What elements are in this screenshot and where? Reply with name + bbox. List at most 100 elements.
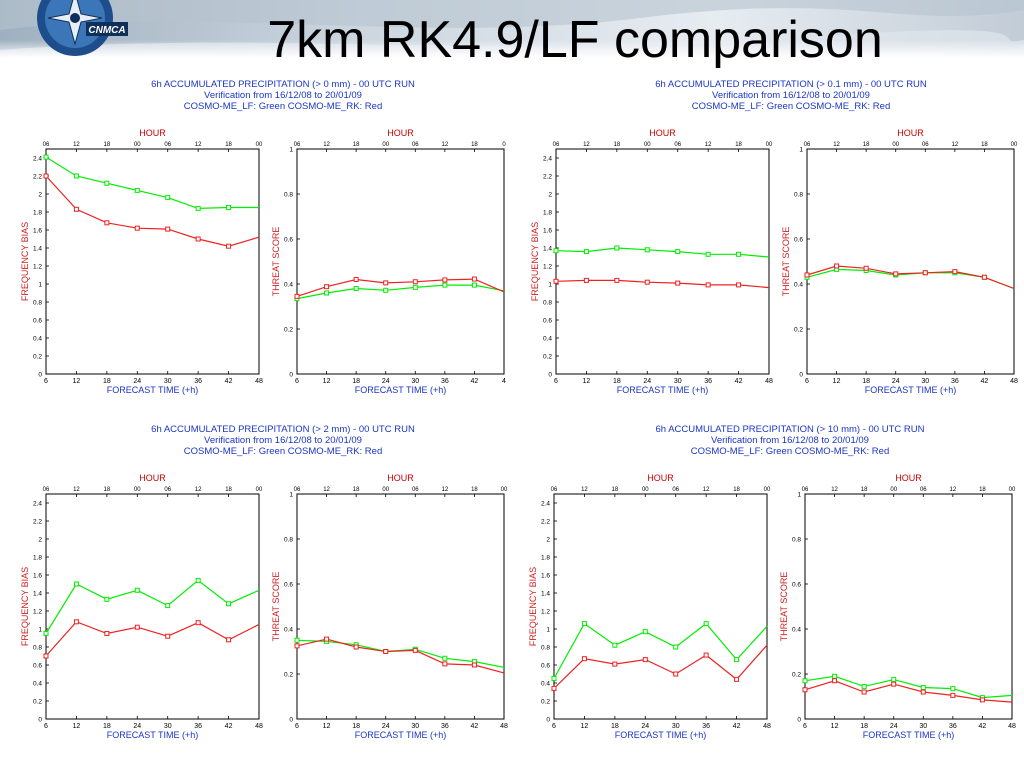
y-tick-label: 1.2 [543, 264, 552, 271]
x-tick-label: 36 [441, 378, 449, 385]
top-tick-label: 18 [612, 487, 619, 493]
data-point-rk [226, 243, 232, 249]
y-tick-label: 1.2 [33, 609, 42, 616]
top-tick-label: 18 [225, 487, 232, 493]
y-axis-label: THREAT SCORE [271, 572, 281, 642]
x-tick-label: 36 [194, 378, 202, 385]
y-tick-label: 2.2 [541, 519, 550, 526]
data-point-rk [703, 652, 709, 658]
y-tick-label: 0.6 [284, 237, 293, 244]
top-tick-label: 00 [134, 142, 141, 148]
x-tick-label: 18 [103, 723, 111, 730]
data-point-lf [442, 655, 448, 661]
x-tick-label: 6 [44, 723, 48, 730]
data-point-lf [442, 282, 448, 288]
data-point-rk [834, 263, 840, 269]
data-point-rk [226, 637, 232, 643]
panel-4: 6h ACCUMULATED PRECIPITATION (> 10 mm) -… [528, 424, 1016, 740]
data-point-lf [920, 685, 926, 690]
top-tick-label: 00 [766, 142, 773, 148]
x-tick-label: 48 [255, 723, 263, 730]
top-tick-label: 06 [43, 142, 50, 148]
series-line-lf [804, 675, 1013, 699]
y-tick-label: 0.6 [794, 237, 803, 244]
series-line-rk [45, 175, 260, 247]
y-tick-label: 0.2 [794, 327, 803, 334]
y-tick-label: 0.2 [284, 672, 293, 679]
top-tick-label: 12 [323, 142, 330, 148]
data-point-lf [165, 195, 171, 201]
top-tick-label: 18 [104, 487, 111, 493]
x-tick-label: 42 [981, 378, 989, 385]
data-point-lf [226, 205, 232, 210]
y-tick-label: 1.8 [543, 210, 552, 217]
y-tick-label: 0.2 [33, 354, 42, 361]
data-point-rk [891, 681, 897, 687]
hour-label: HOUR [895, 473, 922, 483]
data-point-lf [134, 587, 140, 593]
data-point-rk [614, 277, 620, 283]
y-tick-label: 1.4 [543, 246, 552, 253]
y-tick-label: 1.6 [541, 573, 550, 580]
y-tick-label: 0.8 [284, 192, 293, 199]
top-tick-label: 00 [764, 487, 771, 493]
data-point-lf [104, 180, 110, 186]
top-tick-label: 06 [551, 487, 558, 493]
data-point-rk [324, 636, 330, 642]
y-tick-label: 1 [797, 492, 801, 499]
panel-header-line2: Verification from 16/12/08 to 20/01/09 [204, 435, 362, 446]
panel-header-line1: 6h ACCUMULATED PRECIPITATION (> 0.1 mm) … [655, 79, 927, 90]
data-point-lf [736, 251, 742, 257]
y-axis-label: FREQUENCY BIAS [20, 222, 30, 301]
y-tick-label: 1.2 [541, 609, 550, 616]
top-tick-label: 12 [195, 142, 202, 148]
top-tick-label: 00 [382, 142, 389, 148]
data-point-rk [583, 277, 589, 283]
y-tick-label: 0.8 [284, 537, 293, 544]
y-tick-label: 1.6 [33, 573, 42, 580]
top-tick-label: 06 [164, 142, 171, 148]
top-tick-label: 00 [134, 487, 141, 493]
top-tick-label: 18 [471, 142, 478, 148]
y-tick-label: 0.6 [543, 318, 552, 325]
data-point-rk [642, 657, 648, 663]
y-tick-label: 0.4 [794, 282, 803, 289]
x-tick-label: 24 [890, 723, 898, 730]
y-tick-label: 2.2 [33, 519, 42, 526]
panel-header-line1: 6h ACCUMULATED PRECIPITATION (> 2 mm) - … [151, 424, 415, 435]
x-tick-label: 12 [583, 378, 591, 385]
data-point-lf [412, 284, 418, 290]
x-tick-label: 42 [225, 378, 233, 385]
top-tick-label: 12 [442, 487, 449, 493]
y-tick-label: 0.6 [541, 663, 550, 670]
hour-label: HOUR [649, 128, 676, 138]
x-axis-label: FORECAST TIME (+h) [107, 730, 198, 740]
y-tick-label: 2.2 [33, 174, 42, 181]
data-point-lf [614, 245, 620, 251]
data-point-lf [802, 678, 808, 684]
x-tick-label: 12 [323, 723, 331, 730]
panel-header-line3: COSMO-ME_LF: Green COSMO-ME_RK: Red [184, 446, 382, 457]
y-tick-label: 0 [38, 717, 42, 724]
y-tick-label: 2 [546, 537, 550, 544]
y-tick-label: 1.4 [33, 246, 42, 253]
top-tick-label: 06 [672, 487, 679, 493]
top-tick-label: 12 [950, 487, 957, 493]
top-tick-label: 06 [294, 142, 301, 148]
data-point-rk [832, 678, 838, 684]
y-tick-label: 1 [546, 627, 550, 634]
data-point-lf [195, 205, 201, 211]
top-tick-label: 00 [1009, 487, 1016, 493]
x-tick-label: 12 [323, 378, 331, 385]
x-tick-label: 18 [352, 723, 360, 730]
data-point-rk [442, 277, 448, 283]
data-point-rk [581, 656, 587, 662]
data-point-rk [324, 284, 330, 290]
hour-label: HOUR [387, 128, 414, 138]
x-tick-label: 42 [733, 723, 741, 730]
top-tick-label: 00 [1011, 142, 1018, 148]
data-point-rk [979, 697, 985, 703]
x-tick-label: 42 [979, 723, 987, 730]
